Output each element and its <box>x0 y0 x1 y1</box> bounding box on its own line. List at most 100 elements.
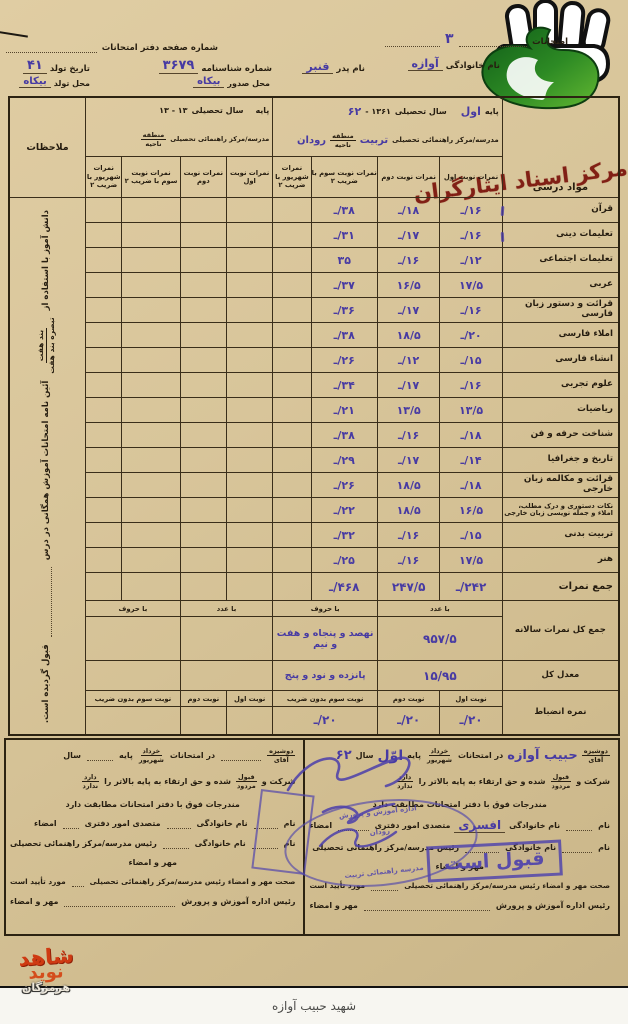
grade-cell: ۳۱/ـ <box>310 222 378 248</box>
discipline-term3-value: ۲۰/ـ <box>272 706 378 735</box>
annual-total-label: جمع کل نمرات سالانه <box>501 600 620 661</box>
subject-row: تربیت بدنی ۱۵/ـ ۱۶/ـ ۳۲/ـ <box>9 522 620 548</box>
subject-row: نکات دستوری و درک مطلب، املاء و جمله نوی… <box>9 497 620 523</box>
empty-grade-cell <box>226 222 274 248</box>
empty-grade-cell <box>85 272 123 298</box>
empty-grade-cell <box>85 472 123 498</box>
empty-grade-cell <box>121 522 181 548</box>
family-name-field: نام خانوادگی آوازه <box>407 57 500 71</box>
grade-cell: ۳۲/ـ <box>310 522 378 548</box>
grade-cell: ۱۶/ـ <box>376 422 441 448</box>
father-name-field: نام پدر قنبر <box>302 60 365 74</box>
empty-grade-cell <box>226 197 274 223</box>
dotted-line <box>458 36 528 47</box>
issue-place-label: محل صدور <box>227 79 270 88</box>
records-match-label: مندرجات فوق با دفتر امتحانات مطابقت دارد <box>372 799 547 809</box>
empty-grade-cell <box>226 372 274 398</box>
miss-label: دوشیزه <box>267 747 296 757</box>
annual-total-number: ۹۵۷/۵ <box>376 616 503 661</box>
clerk-role-label: متصدی امور دفتری <box>374 820 451 830</box>
family-label: نام خانوادگی <box>196 818 248 828</box>
dotted-line <box>562 842 593 853</box>
grade-cell <box>272 372 312 398</box>
grade-cell <box>272 347 312 373</box>
empty-grade-cell <box>179 547 228 573</box>
subject-name-cell: تعلیمات اجتماعی <box>501 247 620 273</box>
district-label: منطقه <box>140 130 167 140</box>
overall-average-number: ۱۵/۹۵ <box>376 660 503 691</box>
khordad-shahrivar-fraction: خرداد شهریور <box>425 747 454 764</box>
grade-cell <box>272 247 312 273</box>
district-area-fraction: منطقه ناحیه <box>330 132 356 149</box>
fail-label: مردود <box>236 782 256 791</box>
has-label: دارد <box>396 773 414 783</box>
grade-cell <box>272 447 312 473</box>
grade-cell: ۱۳/۵ <box>376 397 441 423</box>
confirmed-label: مورد تأیید است <box>10 876 66 886</box>
table-header-row-2: نمرات نوبت اول نمرات نوبت دوم نمرات نوبت… <box>9 156 619 198</box>
grade-cell: ۲۶/ـ <box>310 472 378 498</box>
seal-validity-label: صحت مهر و امضاء رئیس مدرسه/مرکز راهنمائی… <box>404 880 610 890</box>
sum-term3: ۴۶۸/ـ <box>310 572 378 601</box>
grade-cell <box>272 272 312 298</box>
khordad-label: خرداد <box>428 747 451 757</box>
empty-cell <box>85 660 181 691</box>
seal-signature-label: مهر و امضاء <box>10 896 59 906</box>
participated-label: شرکت و <box>576 777 610 787</box>
grade-cell: ۱۶/ـ <box>439 372 503 398</box>
empty-grade-cell <box>179 397 228 423</box>
subject-name-cell: تعلیمات دینی <box>501 222 620 248</box>
dotted-line <box>64 896 176 907</box>
subject-name-cell: تربیت بدنی <box>501 522 620 548</box>
exam-number-field: امتحانات ۳ <box>383 31 568 47</box>
subject-name-cell: قرائت و دستور زبان فارسی <box>501 297 620 323</box>
shahrivar-label: شهریور <box>427 756 452 765</box>
empty-grade-cell <box>121 472 181 498</box>
grade-label: پایه <box>484 106 499 116</box>
hasnot-label: ندارد <box>397 782 413 791</box>
birth-place-label: محل تولد <box>53 79 90 88</box>
grade-cell: ۳۶/ـ <box>310 297 378 323</box>
dotted-line <box>385 36 440 47</box>
name-label: نام <box>598 842 610 852</box>
empty-grade-cell <box>179 222 228 248</box>
grade-cell: ۱۷/ـ <box>376 372 441 398</box>
year-printed: ۱۳ - ۱۳ <box>159 105 188 115</box>
grade-cell: ۱۷/ـ <box>376 447 441 473</box>
empty-cell <box>85 616 181 661</box>
grade-cell: ۱۶/۵ <box>376 272 441 298</box>
grade-cell: ۱۶/ـ <box>376 247 441 273</box>
empty-grade-cell <box>85 247 123 273</box>
by-words-header: با حروف <box>272 600 378 617</box>
remarks-column-header: ملاحظات <box>8 96 87 198</box>
grade-cell: ۲۲/ـ <box>310 497 378 523</box>
has-hasnot-fraction: دارد ندارد <box>81 773 101 790</box>
grade-cell: ۱۷/ـ <box>376 222 441 248</box>
discipline-header-row: نمره انضباط نوبت اول نوبت دوم نوبت سوم ب… <box>9 690 620 735</box>
page-number-label: شماره صفحه دفتر امتحانات <box>101 43 218 53</box>
empty-cell <box>226 572 274 601</box>
grade-cell: ۲۵/ـ <box>310 547 378 573</box>
empty-grade-cell <box>121 422 181 448</box>
col-header-sept: نمرات شهریور با ضریب ۲ <box>85 156 123 198</box>
grade-cell <box>272 322 312 348</box>
birth-date-label: تاریخ تولد <box>49 64 90 74</box>
miss-label: دوشیزه <box>581 747 610 757</box>
empty-grade-cell <box>226 347 274 373</box>
clerk-family-value: افسری <box>454 818 506 833</box>
subject-name-cell: ریاضیات <box>501 397 620 423</box>
name-label: نام <box>283 818 296 828</box>
subject-name-cell: عربی <box>501 272 620 298</box>
empty-grade-cell <box>226 297 274 323</box>
discipline-term3-header: نوبت سوم بدون ضریب <box>272 690 378 707</box>
birth-date-field: تاریخ تولد ۴۱ <box>22 58 90 74</box>
block-a-info-header: پایه اول سال تحصیلی ۱۳۶۱ - ۶۲ مدرسه/مرکز… <box>272 96 503 157</box>
empty-cell <box>121 572 181 601</box>
empty-grade-cell <box>85 347 123 373</box>
grade-cell: ۳۸/ـ <box>310 197 378 223</box>
dotted-line <box>87 750 113 762</box>
grade-cell: ۱۴/ـ <box>439 447 503 473</box>
empty-grade-cell <box>85 547 123 573</box>
sum-label: جمع نمرات <box>501 572 620 601</box>
